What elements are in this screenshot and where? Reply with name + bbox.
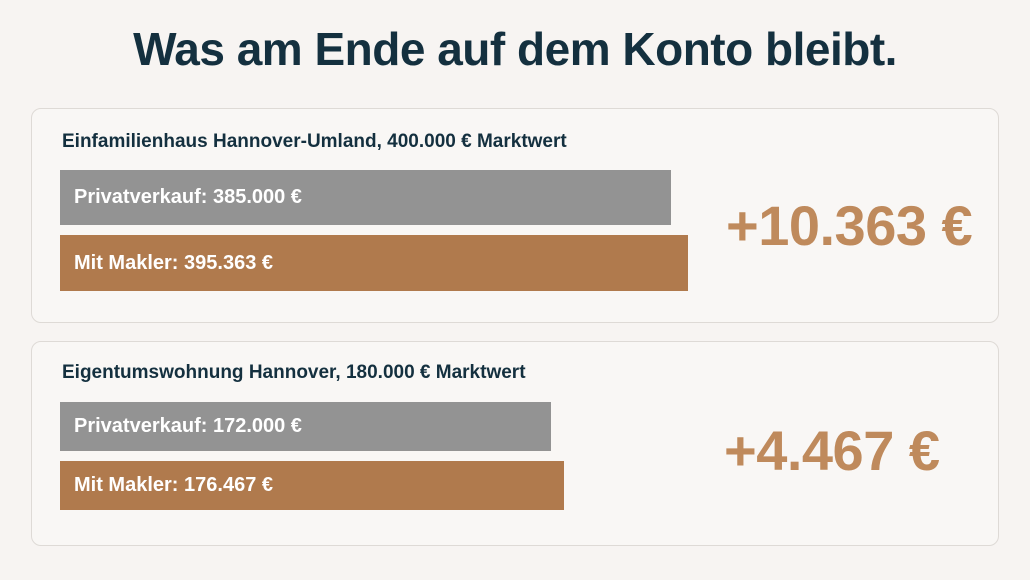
bar-private-sale: Privatverkauf: 172.000 €: [60, 402, 552, 451]
comparison-card-apartment: Eigentumswohnung Hannover, 180.000 € Mar…: [31, 341, 999, 546]
difference-value: +10.363 €: [726, 194, 973, 257]
bar-label: Privatverkauf: 385.000 €: [74, 186, 302, 208]
difference-value: +4.467 €: [724, 419, 940, 482]
card-title: Einfamilienhaus Hannover-Umland, 400.000…: [62, 131, 567, 152]
bar-with-broker: Mit Makler: 176.467 €: [60, 461, 565, 510]
bar-label: Mit Makler: 395.363 €: [74, 251, 273, 274]
comparison-card-house: Einfamilienhaus Hannover-Umland, 400.000…: [31, 108, 999, 323]
bar-private-sale: Privatverkauf: 385.000 €: [60, 170, 672, 225]
bar-with-broker: Mit Makler: 395.363 €: [60, 235, 688, 291]
bar-label: Privatverkauf: 172.000 €: [74, 415, 302, 437]
card-title: Eigentumswohnung Hannover, 180.000 € Mar…: [62, 362, 526, 383]
page-title: Was am Ende auf dem Konto bleibt.: [133, 23, 897, 75]
bar-label: Mit Makler: 176.467 €: [74, 474, 273, 496]
